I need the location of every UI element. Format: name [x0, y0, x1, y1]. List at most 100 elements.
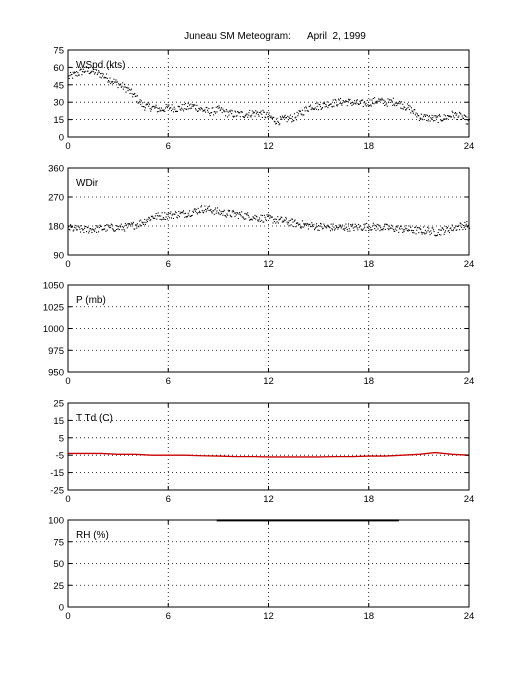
data-point — [176, 217, 179, 219]
data-point — [403, 231, 405, 233]
y-tick-label: 975 — [48, 346, 64, 357]
data-point — [306, 110, 308, 112]
data-point — [254, 115, 256, 117]
data-point — [297, 115, 299, 117]
data-point — [343, 228, 345, 230]
data-point — [321, 107, 324, 109]
data-point — [413, 109, 415, 111]
data-point — [320, 223, 322, 225]
data-point — [251, 114, 253, 116]
data-point — [239, 211, 241, 214]
data-point — [298, 110, 300, 112]
data-point — [126, 224, 128, 226]
data-point — [143, 106, 145, 108]
x-tick-label: 0 — [65, 141, 70, 152]
data-point — [408, 229, 410, 231]
data-point — [438, 229, 440, 231]
data-point — [161, 212, 163, 214]
data-point — [234, 110, 236, 112]
data-point — [114, 81, 116, 83]
data-point — [166, 105, 168, 107]
data-point — [219, 107, 221, 109]
data-point — [103, 228, 105, 230]
data-point — [142, 102, 144, 104]
data-point — [194, 104, 196, 106]
data-point — [263, 111, 265, 113]
data-point — [337, 228, 339, 230]
x-tick-label: 18 — [363, 611, 374, 622]
data-point — [176, 110, 178, 113]
data-point — [160, 215, 162, 217]
data-point — [344, 101, 346, 103]
data-point — [195, 208, 197, 211]
data-point — [168, 217, 171, 219]
data-point — [457, 225, 459, 228]
data-point — [147, 102, 149, 104]
data-point — [243, 117, 245, 119]
data-point — [124, 223, 126, 225]
data-point — [339, 102, 341, 104]
data-point — [204, 205, 206, 207]
data-point — [287, 223, 289, 225]
data-point — [348, 228, 350, 230]
x-tick-label: 24 — [464, 376, 475, 387]
data-point — [154, 106, 156, 108]
data-point — [289, 117, 291, 120]
data-point — [332, 223, 334, 225]
data-point — [281, 115, 283, 117]
data-point — [446, 227, 449, 229]
data-point — [423, 114, 425, 116]
data-point — [159, 218, 161, 220]
data-point — [345, 223, 347, 225]
data-point — [443, 233, 445, 235]
data-point — [357, 229, 359, 231]
data-point — [458, 111, 461, 113]
data-point — [434, 115, 437, 117]
data-point — [429, 234, 431, 236]
data-point — [253, 217, 255, 219]
data-point — [258, 219, 260, 221]
data-point — [435, 235, 437, 237]
data-point — [108, 81, 110, 83]
data-point — [94, 230, 96, 232]
data-point — [442, 227, 444, 229]
y-tick-label: 50 — [53, 559, 64, 570]
data-point — [80, 68, 82, 70]
data-point — [148, 217, 150, 219]
data-point — [400, 107, 402, 109]
data-point — [290, 117, 292, 120]
data-point — [274, 121, 276, 123]
y-tick-label: 5 — [59, 433, 64, 444]
data-point — [311, 222, 313, 224]
data-point — [229, 111, 231, 113]
data-point — [79, 69, 81, 71]
data-point — [231, 211, 233, 213]
x-tick-label: 0 — [65, 259, 70, 270]
data-point — [430, 232, 433, 234]
data-point — [77, 225, 79, 227]
data-point — [126, 227, 128, 229]
y-tick-label: 75 — [53, 46, 64, 57]
data-point — [329, 103, 332, 105]
data-point — [78, 74, 80, 76]
data-point — [336, 226, 338, 228]
data-point — [332, 99, 334, 101]
data-point — [152, 217, 154, 219]
data-point — [223, 209, 225, 211]
data-point — [72, 226, 74, 228]
data-point — [192, 105, 195, 107]
data-point — [85, 225, 87, 228]
data-point — [303, 107, 306, 109]
data-point — [426, 231, 428, 233]
data-point — [462, 224, 465, 227]
data-point — [445, 225, 447, 228]
data-point — [126, 87, 128, 89]
data-point — [234, 215, 236, 217]
y-tick-label: 270 — [48, 193, 64, 204]
data-point — [340, 97, 342, 100]
panel-1: 0 6 12 18 24 0 15 30 45 60 75 WSpd (kts) — [53, 46, 474, 153]
data-point — [226, 110, 228, 112]
data-point — [274, 218, 276, 220]
data-point — [78, 74, 80, 76]
data-point — [108, 227, 110, 229]
